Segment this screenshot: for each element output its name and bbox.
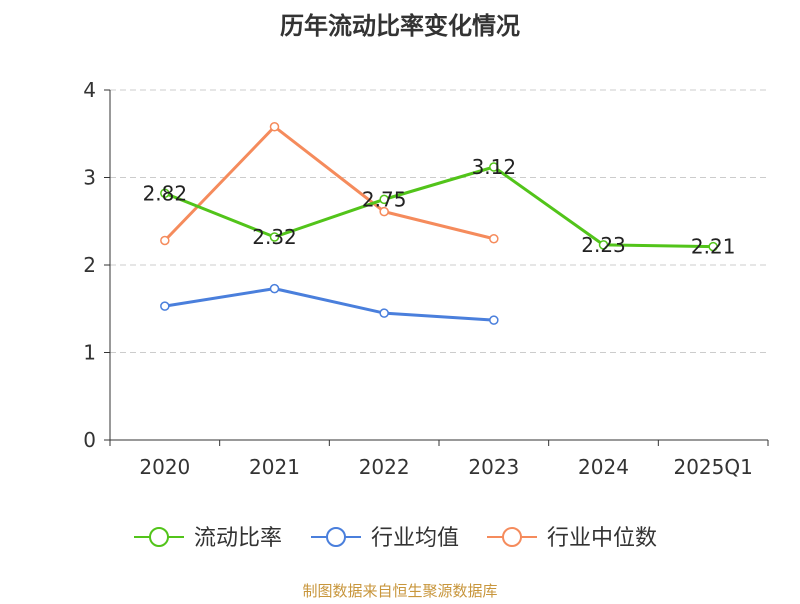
x-tick-label: 2025Q1 [673,455,752,479]
y-tick-label: 4 [83,78,96,102]
x-tick-label: 2024 [578,455,629,479]
data-label: 2.23 [581,233,626,257]
series-point [269,122,280,132]
series-point [489,234,499,244]
grid [110,89,768,353]
series-point [379,194,389,205]
chart-title: 历年流动比率变化情况 [280,12,520,40]
data-label: 2.82 [143,181,188,205]
x-tick-label: 2023 [468,455,519,479]
data-labels: 2.82 2.32 2.75 3.12 2.23 2.21 [143,155,736,259]
axes: 0 1 2 3 4 2020 2021 2022 2023 2024 2025Q1 [83,78,769,479]
x-tick-label: 2020 [139,455,190,479]
legend-label: 行业中位数 [547,526,657,551]
data-label: 2.21 [691,235,736,259]
y-tick-label: 0 [83,428,96,452]
legend-marker [149,527,169,547]
legend-marker [326,527,346,547]
series-point [379,308,389,318]
series-point [598,240,609,250]
x-tick-label: 2021 [249,455,300,479]
series-point [379,206,389,217]
data-label: 2.75 [362,187,407,211]
series-point [489,315,499,325]
series-point [160,235,170,246]
x-tick-label: 2022 [359,455,410,479]
series-point [160,188,170,198]
legend-label: 行业均值 [371,526,459,551]
series-point [489,162,499,172]
y-tick-label: 2 [83,253,96,277]
series-point [708,241,718,252]
y-tick-label: 3 [83,166,96,190]
legend-label: 流动比率 [194,526,282,551]
series-point [160,301,170,311]
series-line [164,165,714,249]
series-line [163,125,495,242]
data-label: 2.32 [252,225,297,249]
y-tick-label: 1 [83,341,96,365]
series-line [164,287,494,322]
legend: 流动比率 行业均值 行业中位数 [134,526,657,551]
source-note: 制图数据来自恒生聚源数据库 [302,582,497,600]
series [160,122,718,325]
legend-marker [502,527,522,547]
data-label: 3.12 [472,155,517,179]
series-point [269,232,280,242]
series-point [269,283,280,294]
